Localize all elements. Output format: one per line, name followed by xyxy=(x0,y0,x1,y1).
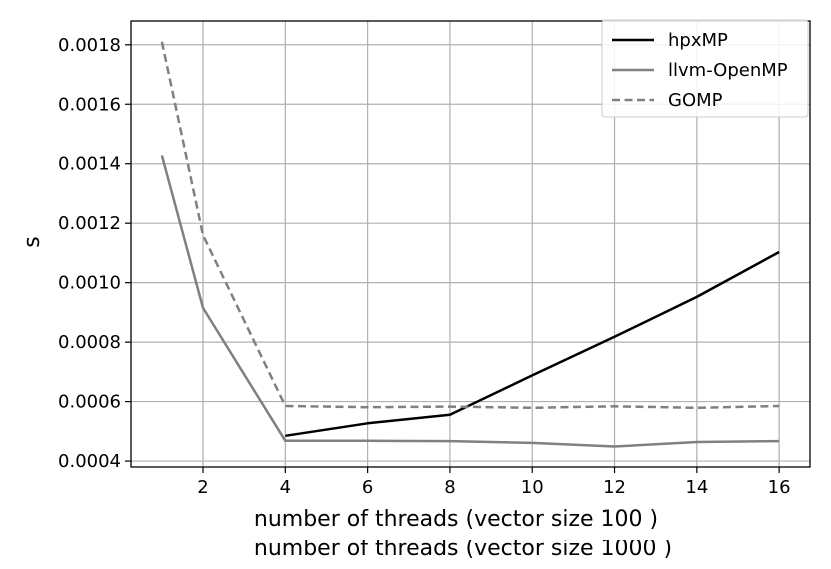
x-tick-label: 4 xyxy=(280,477,291,498)
y-tick-label: 0.0016 xyxy=(58,94,121,115)
y-tick-label: 0.0012 xyxy=(58,213,121,234)
x-tick-label: 8 xyxy=(444,477,455,498)
x-tick-label: 2 xyxy=(197,477,208,498)
legend-box xyxy=(601,19,809,118)
y-tick-label: 0.0014 xyxy=(58,154,121,175)
x-tick-label: 16 xyxy=(768,477,791,498)
series-lines xyxy=(160,41,780,448)
x-tick-label: 12 xyxy=(603,477,626,498)
y-tick-label: 0.0018 xyxy=(58,35,121,56)
y-tick-label: 0.0006 xyxy=(58,392,121,413)
x-tick-label: 6 xyxy=(362,477,373,498)
legend-label-hpxmp: hpxMP xyxy=(668,30,728,51)
series-line-hpxmp xyxy=(285,250,780,438)
y-tick-label: 0.0008 xyxy=(58,332,121,353)
legend: hpxMP llvm-OpenMP GOMP xyxy=(601,19,809,118)
overlapping-x-axis-label: number of threads (vector size 1000 ) xyxy=(254,536,672,561)
plot-frame xyxy=(130,20,811,468)
x-axis-label: number of threads (vector size 100 ) xyxy=(254,507,658,532)
y-tick-label: 0.0004 xyxy=(58,451,121,472)
x-tick-label: 14 xyxy=(685,477,708,498)
axis-ticks: 2 4 6 8 10 12 14 16 0.0004 0.0006 0.0008 0.0010 0.00… xyxy=(58,35,791,498)
y-tick-label: 0.0010 xyxy=(58,273,121,294)
series-line-llvm-openmp xyxy=(160,155,780,448)
x-tick-label: 10 xyxy=(521,477,544,498)
series-line-gomp xyxy=(160,41,780,410)
legend-label-llvm-openmp: llvm-OpenMP xyxy=(668,60,788,81)
legend-label-gomp: GOMP xyxy=(668,90,723,111)
y-axis-label: s xyxy=(20,236,45,247)
label-mask xyxy=(150,500,790,540)
